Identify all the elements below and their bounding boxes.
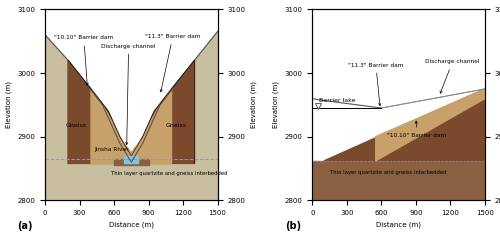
X-axis label: Distance (m): Distance (m) [376, 222, 421, 228]
Polygon shape [312, 161, 485, 200]
Polygon shape [324, 89, 485, 161]
Text: Discharge channel: Discharge channel [425, 59, 480, 93]
Polygon shape [376, 89, 485, 161]
Text: Barrier lake: Barrier lake [320, 98, 356, 103]
Text: Gneiss: Gneiss [166, 123, 187, 128]
Polygon shape [114, 159, 148, 165]
Text: "11.3" Barrier dam: "11.3" Barrier dam [145, 34, 201, 92]
Polygon shape [68, 60, 194, 163]
Y-axis label: Elevation (m): Elevation (m) [251, 81, 258, 128]
Text: Discharge channel: Discharge channel [102, 44, 156, 145]
Polygon shape [45, 35, 132, 200]
Text: "10.10" Barrier dam: "10.10" Barrier dam [54, 35, 114, 85]
Text: Thin layer quartzite and gneiss interbedded: Thin layer quartzite and gneiss interbed… [110, 171, 227, 176]
Text: Thin layer quartzite and gneiss interbedded: Thin layer quartzite and gneiss interbed… [330, 170, 446, 175]
Polygon shape [91, 89, 172, 163]
X-axis label: Distance (m): Distance (m) [109, 222, 154, 228]
Text: Gneiss: Gneiss [66, 123, 86, 128]
Y-axis label: Elevation (m): Elevation (m) [272, 81, 279, 128]
Text: Jinsha River: Jinsha River [94, 147, 129, 152]
Polygon shape [132, 32, 218, 200]
Y-axis label: Elevation (m): Elevation (m) [5, 81, 12, 128]
Text: (b): (b) [285, 221, 301, 231]
Text: (a): (a) [18, 221, 33, 231]
Polygon shape [124, 156, 138, 163]
Text: "10.10" Barrier dam: "10.10" Barrier dam [387, 121, 446, 138]
Text: "11.3" Barrier dam: "11.3" Barrier dam [348, 63, 404, 106]
